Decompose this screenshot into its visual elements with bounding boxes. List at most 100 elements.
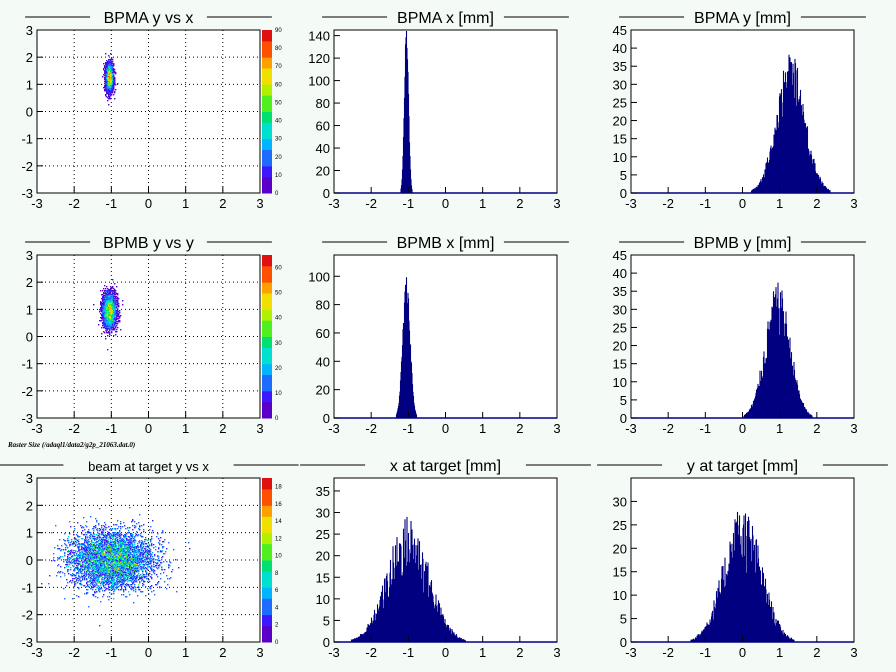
colorbar-tick-label: 10 <box>275 554 282 560</box>
density-cell <box>82 555 84 557</box>
density-cell <box>106 320 108 322</box>
x-tick-label: -1 <box>106 196 118 211</box>
density-cell <box>80 565 82 567</box>
density-cell <box>132 555 134 557</box>
density-cell <box>105 294 107 296</box>
density-cell <box>123 581 125 583</box>
density-cell <box>105 535 107 537</box>
density-cell <box>127 558 129 560</box>
density-cell <box>83 547 85 549</box>
density-cell <box>108 92 110 94</box>
density-cell <box>106 577 108 579</box>
density-cell <box>118 557 120 559</box>
density-cell <box>72 562 74 564</box>
density-cell <box>108 542 110 544</box>
density-cell <box>129 594 131 596</box>
density-cell <box>131 535 133 537</box>
density-cell <box>123 562 125 564</box>
density-cell <box>115 529 117 531</box>
density-cell <box>129 571 131 573</box>
density-cell <box>115 571 117 573</box>
density-cell <box>113 315 115 317</box>
density-cell <box>112 542 114 544</box>
density-cell <box>123 578 125 580</box>
density-cell <box>123 559 125 561</box>
density-cell <box>105 82 107 84</box>
colorbar-segment <box>262 543 272 550</box>
density-cell <box>75 544 77 546</box>
density-cell <box>89 561 91 563</box>
density-cell <box>132 550 134 552</box>
density-cell <box>114 292 116 294</box>
density-cell <box>100 558 102 560</box>
x-tick-label: -1 <box>403 421 415 436</box>
density-cell <box>119 312 121 314</box>
density-cell <box>112 322 114 324</box>
density-cell <box>82 547 84 549</box>
density-cell <box>108 560 110 562</box>
density-cell <box>94 536 96 538</box>
density-cell <box>95 561 97 563</box>
colorbar-segment <box>262 282 272 289</box>
density-cell <box>119 551 121 553</box>
density-cell <box>90 562 92 564</box>
density-cell <box>82 577 84 579</box>
density-cell <box>108 312 110 314</box>
density-cell <box>109 574 111 576</box>
density-cell <box>112 90 114 92</box>
density-cell <box>117 318 119 320</box>
density-cell <box>108 565 110 567</box>
density-cell <box>99 567 101 569</box>
density-cell <box>112 59 114 61</box>
density-cell <box>94 576 96 578</box>
density-cell <box>133 578 135 580</box>
density-cell <box>108 313 110 315</box>
density-cell <box>158 567 160 569</box>
density-cell <box>113 588 115 590</box>
density-cell <box>106 313 108 315</box>
density-cell <box>121 575 123 577</box>
density-cell <box>100 540 102 542</box>
density-cell <box>139 551 141 553</box>
density-cell <box>98 562 100 564</box>
colorbar-segment <box>262 325 272 332</box>
density-cell <box>119 573 121 575</box>
density-cell <box>113 65 115 67</box>
density-cell <box>146 578 148 580</box>
density-cell <box>116 540 118 542</box>
density-cell <box>131 546 133 548</box>
density-cell <box>109 296 111 298</box>
density-cell <box>74 558 76 560</box>
density-cell <box>104 89 106 91</box>
density-cell <box>114 311 116 313</box>
density-cell <box>106 67 108 69</box>
density-cell <box>118 306 120 308</box>
density-cell <box>105 527 107 529</box>
density-cell <box>102 534 104 536</box>
density-cell <box>105 320 107 322</box>
density-cell <box>101 548 103 550</box>
y-tick-label: 30 <box>316 506 330 521</box>
density-cell <box>88 568 90 570</box>
density-cell <box>132 564 134 566</box>
density-cell <box>105 76 107 78</box>
density-cell <box>102 572 104 574</box>
density-cell <box>112 82 114 84</box>
density-cell <box>125 541 127 543</box>
density-cell <box>100 548 102 550</box>
density-cell <box>126 547 128 549</box>
density-cell <box>135 540 137 542</box>
density-cell <box>103 308 105 310</box>
density-cell <box>137 576 139 578</box>
density-cell <box>123 558 125 560</box>
density-cell <box>108 309 110 311</box>
density-cell <box>146 546 148 548</box>
density-cell <box>106 295 108 297</box>
density-cell <box>103 314 105 316</box>
density-cell <box>99 561 101 563</box>
density-cell <box>110 307 112 309</box>
density-cell <box>132 534 134 536</box>
density-cell <box>104 323 106 325</box>
density-cell <box>92 549 94 551</box>
density-cell <box>111 303 113 305</box>
